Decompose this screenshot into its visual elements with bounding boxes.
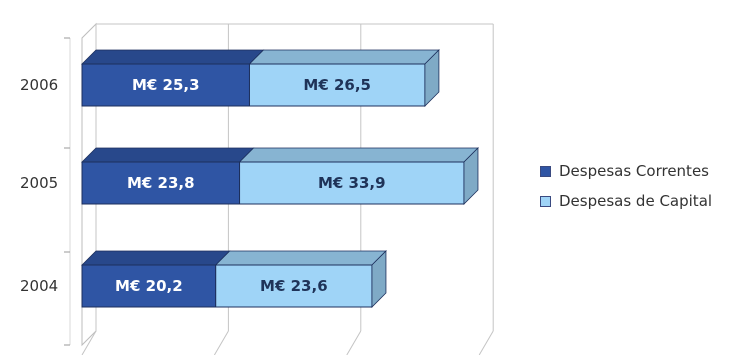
bar: [215, 264, 373, 308]
data-label: M€ 20,2: [115, 277, 183, 295]
data-label: M€ 23,8: [127, 174, 195, 192]
bar-end-face: [371, 250, 387, 308]
bar-top-face: [81, 49, 265, 65]
data-label: M€ 33,9: [318, 174, 386, 192]
legend-label: Despesas de Capital: [559, 192, 713, 210]
category-label: 2004: [20, 277, 58, 295]
bar-top-face: [214, 250, 387, 266]
bar: [81, 264, 217, 308]
floor-line: [81, 330, 97, 355]
floor-line: [346, 330, 362, 355]
bar-end-face: [463, 147, 479, 205]
bar-top-face: [81, 250, 231, 266]
legend: Despesas Correntes Despesas de Capital: [540, 160, 712, 220]
legend-item: Despesas Correntes: [540, 160, 712, 182]
bar: [239, 161, 465, 205]
bar-top-face: [81, 147, 255, 163]
bar-top-face: [238, 147, 479, 163]
data-label: M€ 25,3: [132, 76, 200, 94]
bar: [248, 63, 426, 107]
legend-label: Despesas Correntes: [559, 162, 709, 180]
floor-line: [213, 330, 229, 355]
category-label: 2006: [20, 76, 58, 94]
floor-line: [478, 330, 494, 355]
legend-swatch: [540, 165, 551, 177]
data-label: M€ 26,5: [303, 76, 371, 94]
category-label: 2005: [20, 174, 58, 192]
data-label: M€ 23,6: [260, 277, 328, 295]
legend-swatch: [540, 195, 551, 207]
bar-top-face: [248, 49, 440, 65]
bar: [81, 161, 241, 205]
bar-end-face: [424, 49, 440, 107]
legend-item: Despesas de Capital: [540, 190, 712, 212]
